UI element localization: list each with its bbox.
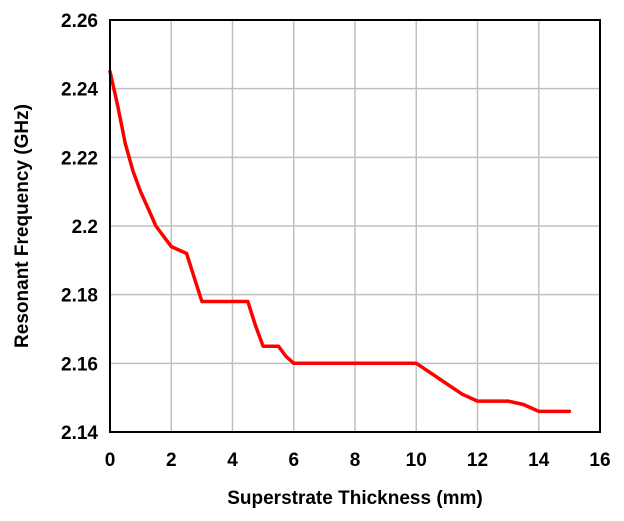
- y-tick-label: 2.14: [61, 423, 98, 444]
- x-tick-label: 12: [467, 450, 488, 471]
- y-tick-label: 2.2: [72, 217, 98, 238]
- y-axis-title: Resonant Frequency (GHz): [12, 104, 33, 348]
- x-axis-title: Superstrate Thickness (mm): [227, 488, 483, 509]
- grid-layer: [110, 20, 600, 432]
- y-tick-label: 2.16: [61, 354, 98, 375]
- plot-frame: [109, 19, 601, 433]
- x-tick-label: 6: [288, 450, 299, 471]
- y-tick-label: 2.18: [61, 286, 98, 307]
- x-tick-label: 2: [166, 450, 177, 471]
- y-tick-label: 2.22: [61, 148, 98, 169]
- y-tick-label: 2.24: [61, 80, 98, 101]
- x-tick-label: 10: [406, 450, 427, 471]
- x-tick-label: 4: [227, 450, 238, 471]
- series-layer: [108, 69, 572, 414]
- x-tick-label: 16: [589, 450, 610, 471]
- tick-layer: 0 2 4 6 8 10 12 14 16 2.14 2.16 2.18 2.2 2.22 2.24 2.26: [61, 11, 611, 471]
- x-tick-label: 8: [350, 450, 361, 471]
- x-tick-label: 14: [528, 450, 550, 471]
- y-tick-label: 2.26: [61, 11, 98, 32]
- series-line: [108, 69, 572, 414]
- x-tick-label: 0: [105, 450, 116, 471]
